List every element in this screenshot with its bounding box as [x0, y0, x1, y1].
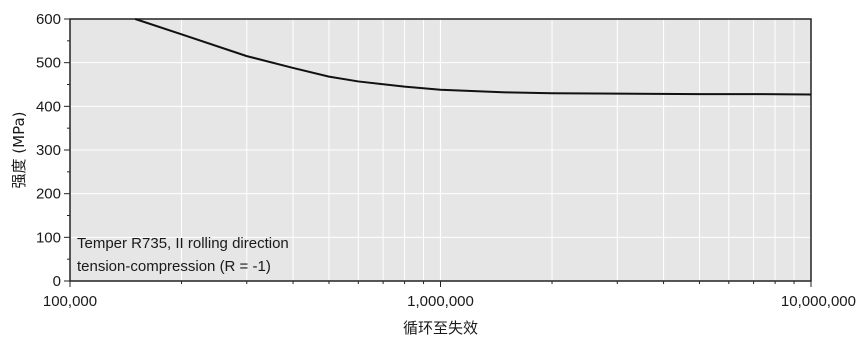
x-axis-title: 循环至失效 [403, 319, 478, 337]
y-tick-label: 0 [53, 273, 61, 290]
y-tick-label: 400 [36, 98, 61, 115]
x-tick-label: 1,000,000 [407, 293, 474, 310]
y-tick-label: 100 [36, 229, 61, 246]
y-axis-title: 强度 (MPa) [10, 112, 28, 189]
y-tick-label: 500 [36, 55, 61, 72]
data-series [134, 18, 812, 96]
axes [64, 18, 812, 287]
annotation-line-2: tension-compression (R = -1) [77, 258, 271, 275]
y-tick-label: 300 [36, 142, 61, 159]
tick-labels: 0 100 200 300 400 500 600 100,000 1,000,000 10,00… [36, 11, 856, 310]
y-tick-label: 600 [36, 11, 61, 28]
x-tick-label: 100,000 [43, 293, 97, 310]
x-tick-label: 10,000,000 [781, 293, 856, 310]
strength-curve [134, 18, 812, 96]
y-tick-label: 200 [36, 186, 61, 203]
annotation-line-1: Temper R735, II rolling direction [77, 235, 289, 252]
